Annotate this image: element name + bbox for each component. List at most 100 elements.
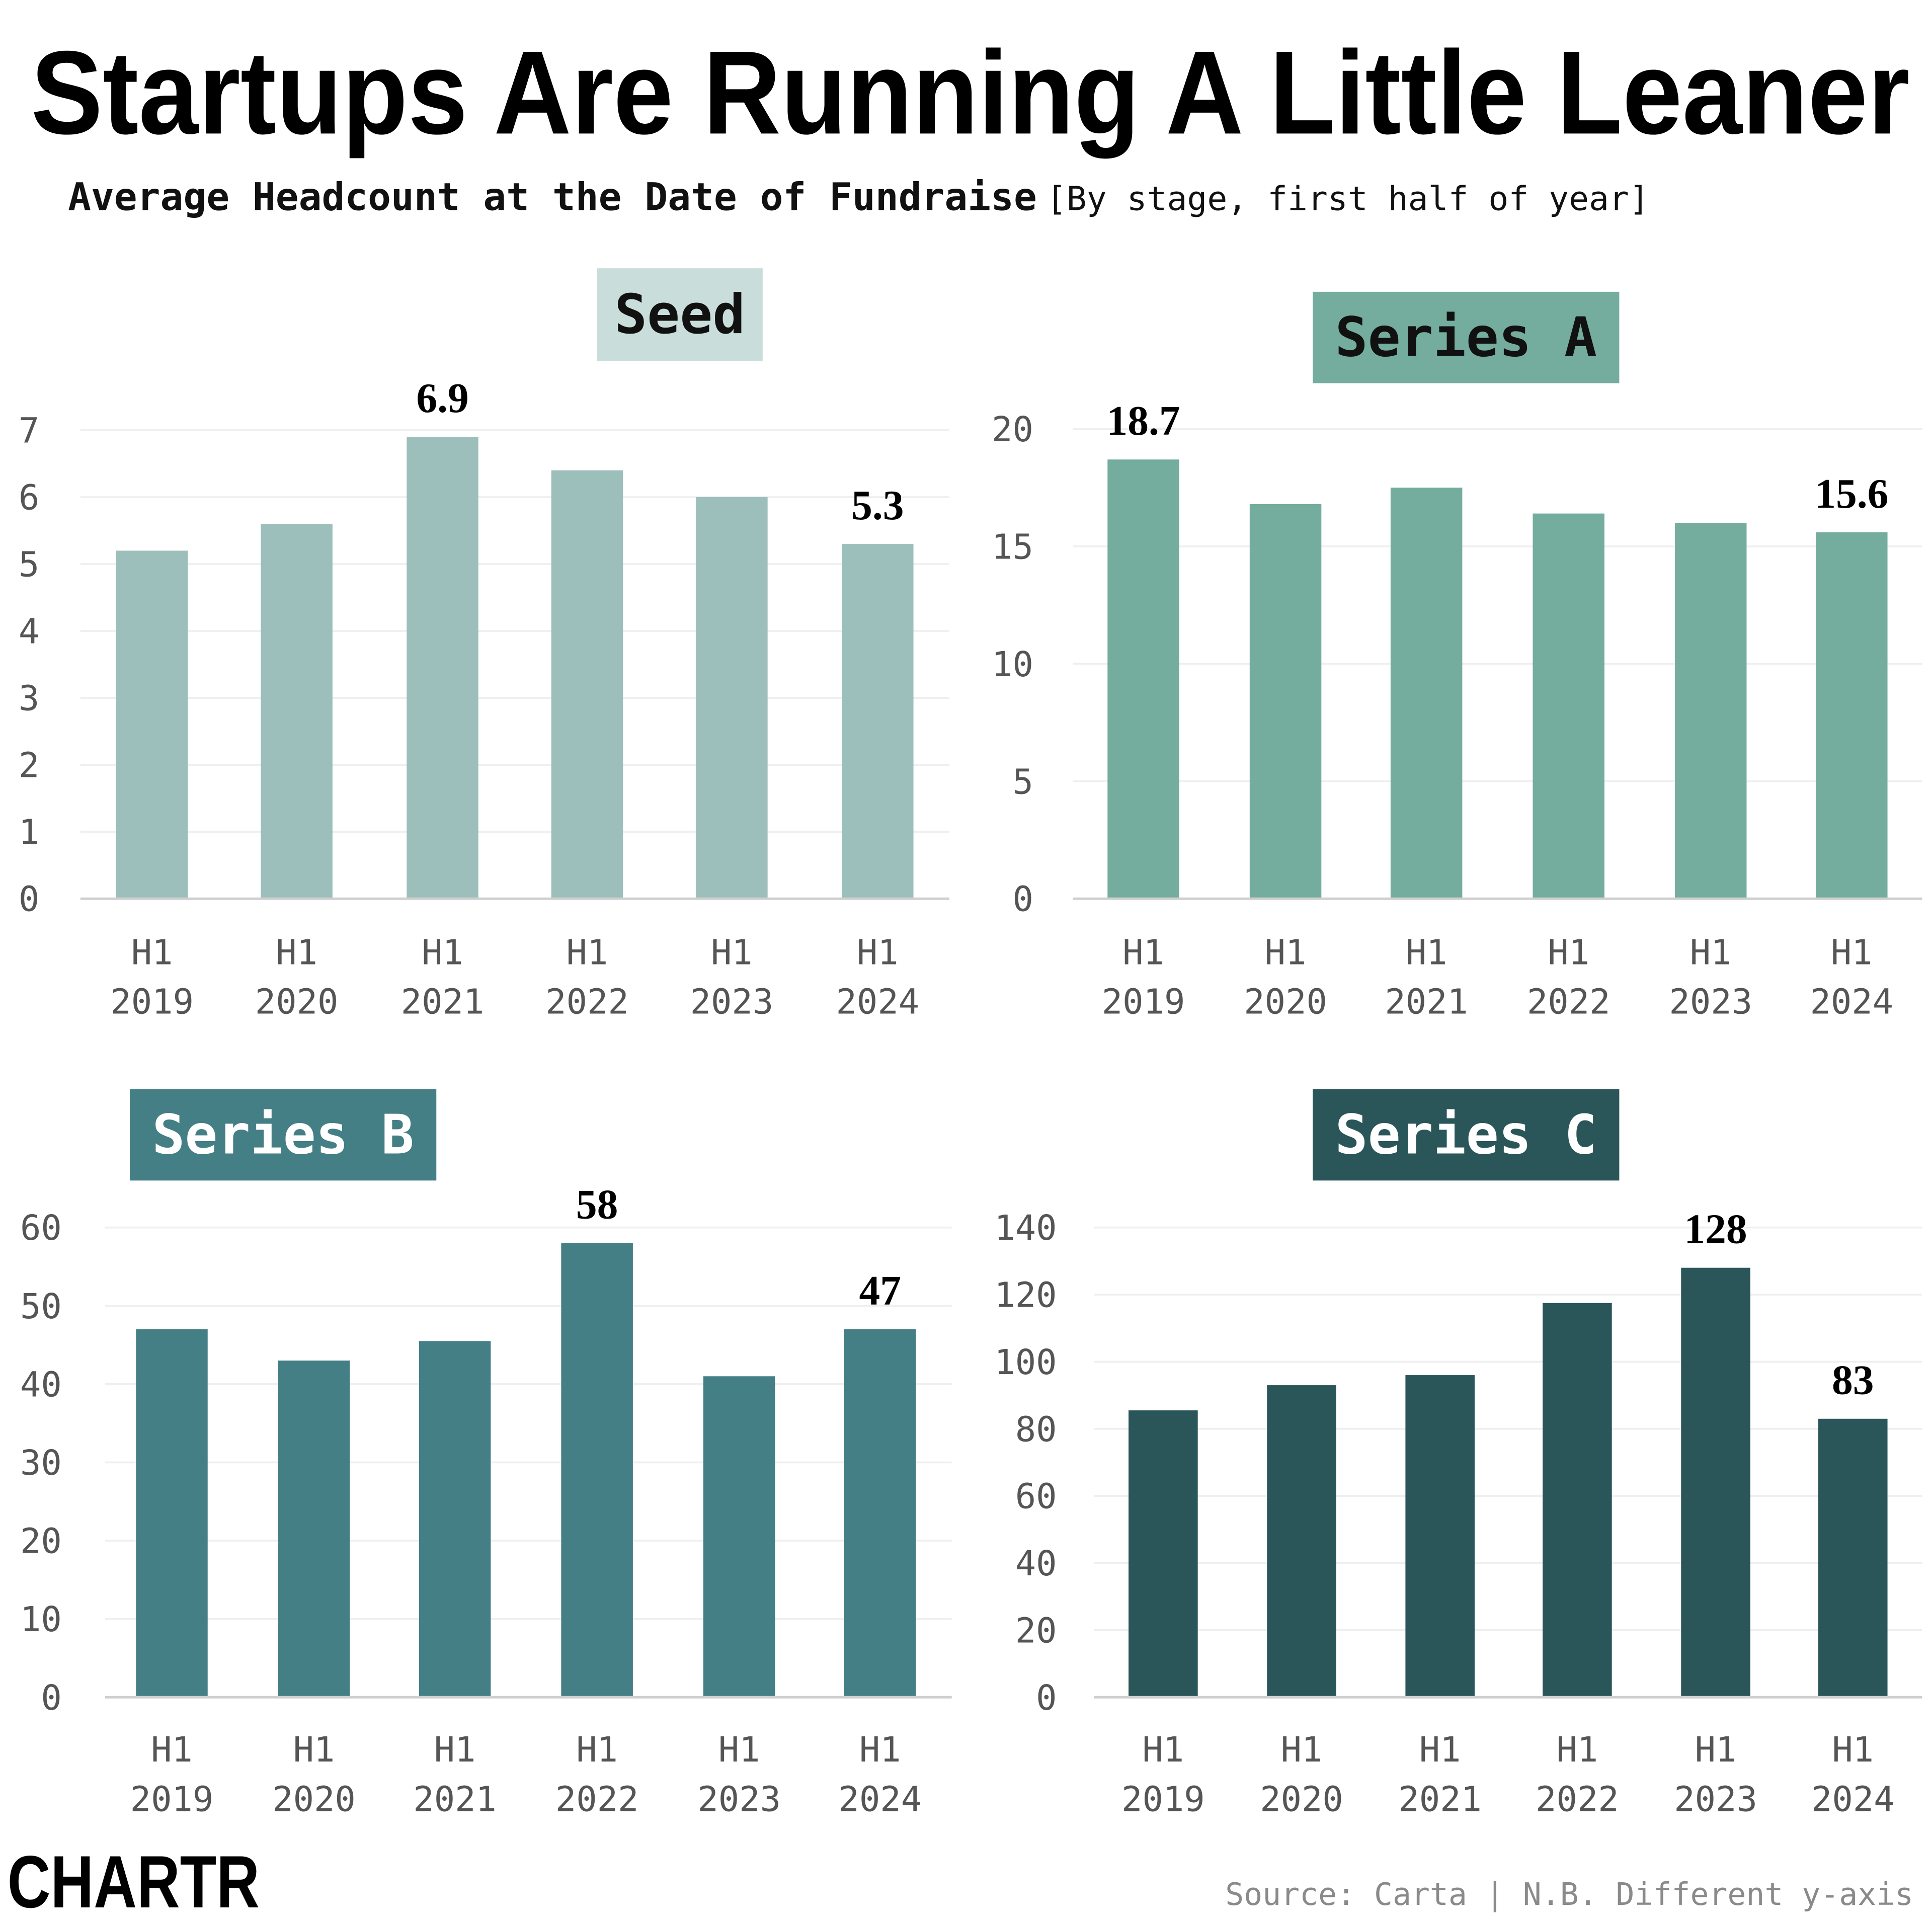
x-tick-label-period: H1	[293, 1730, 335, 1770]
y-tick-label: 50	[20, 1287, 62, 1327]
x-tick-label-year: 2023	[1669, 982, 1752, 1022]
subtitle-note: [By stage, first half of year]	[1046, 179, 1649, 218]
panel-seed: Seed 0 1 2 3 4 5 6 7 H1 2019 H1 2020 H1 2021 6.9 H1 2022 H…	[19, 268, 949, 1022]
bar-h1-2021	[419, 1341, 491, 1698]
panel-title: Seed	[614, 283, 745, 346]
x-tick-label-period: H1	[131, 932, 173, 973]
y-tick-label: 10	[20, 1599, 62, 1640]
x-tick-label-year: 2020	[255, 982, 339, 1022]
y-tick-label: 4	[19, 612, 39, 652]
bar-h1-2022	[1533, 513, 1604, 899]
y-tick-label: 120	[994, 1275, 1057, 1316]
bar-h1-2020	[1267, 1385, 1336, 1698]
x-tick-label-year: 2021	[1385, 982, 1468, 1022]
y-tick-label: 3	[19, 679, 39, 719]
x-tick-label-period: H1	[1548, 932, 1589, 973]
y-tick-label: 40	[1015, 1544, 1057, 1584]
x-tick-label-period: H1	[434, 1730, 476, 1770]
bar-h1-2022	[551, 470, 623, 899]
x-tick-label-period: H1	[1832, 1730, 1874, 1770]
panel-title: Series C	[1335, 1103, 1597, 1166]
chartr-logo: CHARTR	[8, 1841, 260, 1921]
x-tick-label-period: H1	[1406, 932, 1447, 973]
bar-h1-2023	[703, 1376, 775, 1698]
y-tick-label: 140	[994, 1208, 1057, 1248]
chart-title: Startups Are Running A Little Leaner	[31, 26, 1909, 158]
x-tick-label-period: H1	[1695, 1730, 1737, 1770]
x-tick-label-period: H1	[718, 1730, 760, 1770]
y-tick-label: 5	[1012, 762, 1033, 802]
y-tick-label: 0	[1036, 1678, 1057, 1718]
subtitle-main: Average Headcount at the Date of Fundrai…	[68, 175, 1037, 219]
bar-h1-2020	[261, 524, 333, 899]
y-tick-label: 1	[19, 813, 39, 853]
y-tick-label: 40	[20, 1365, 62, 1405]
bar-h1-2024	[1818, 1418, 1888, 1698]
y-tick-label: 15	[992, 527, 1033, 568]
panel-title-bg	[129, 1089, 437, 1181]
bar-h1-2022	[1543, 1303, 1612, 1698]
x-tick-label-year: 2024	[1810, 982, 1893, 1022]
y-tick-label: 7	[19, 411, 39, 451]
y-tick-label: 30	[20, 1443, 62, 1483]
x-tick-label-year: 2021	[413, 1779, 497, 1819]
x-tick-label-period: H1	[711, 932, 753, 973]
x-tick-label-year: 2020	[1244, 982, 1327, 1022]
y-tick-label: 20	[992, 410, 1033, 450]
data-label: 5.3	[851, 483, 904, 529]
x-tick-label-period: H1	[1142, 1730, 1184, 1770]
x-tick-label-period: H1	[422, 932, 463, 973]
panel-title-bg	[1313, 1089, 1620, 1181]
data-label: 18.7	[1106, 398, 1180, 444]
x-tick-label-year: 2022	[555, 1779, 639, 1819]
source-note: Source: Carta | N.B. Different y-axis	[1225, 1877, 1913, 1913]
bar-h1-2024	[842, 544, 914, 899]
y-tick-label: 5	[19, 545, 39, 585]
y-tick-label: 2	[19, 746, 39, 786]
y-tick-label: 80	[1015, 1409, 1057, 1450]
x-tick-label-year: 2020	[272, 1779, 356, 1819]
bar-h1-2023	[1681, 1267, 1750, 1698]
panel-title: Series B	[152, 1103, 414, 1166]
bar-h1-2020	[278, 1360, 350, 1698]
x-tick-label-year: 2022	[545, 982, 629, 1022]
y-tick-label: 0	[1012, 879, 1033, 920]
panel-series-c: Series C 0 20 40 60 80 100 120 140 H1 2019 H1 2020 H1…	[994, 1089, 1922, 1819]
x-tick-label-period: H1	[276, 932, 317, 973]
panel-series-a: Series A 0 5 10 15 20 H1 2019 18.7 H1 2020 H1 2021 H1…	[992, 291, 1922, 1022]
x-tick-label-year: 2019	[1121, 1779, 1205, 1819]
data-label: 83	[1832, 1357, 1874, 1404]
bar-h1-2020	[1249, 504, 1322, 899]
x-tick-label-period: H1	[857, 932, 899, 973]
bar-h1-2023	[1674, 523, 1747, 899]
bar-h1-2022	[561, 1243, 633, 1698]
x-tick-label-year: 2024	[1811, 1779, 1895, 1819]
bar-h1-2021	[1405, 1375, 1475, 1698]
data-label: 58	[576, 1182, 618, 1228]
x-tick-label-period: H1	[1281, 1730, 1323, 1770]
bar-h1-2021	[407, 437, 478, 899]
x-tick-label-period: H1	[1831, 932, 1873, 973]
y-tick-label: 100	[994, 1342, 1057, 1383]
chart-subtitle: Average Headcount at the Date of Fundrai…	[68, 175, 1649, 219]
x-tick-label-year: 2019	[110, 982, 194, 1022]
x-tick-label-period: H1	[567, 932, 608, 973]
panel-title: Series A	[1335, 306, 1597, 369]
data-label: 15.6	[1815, 471, 1888, 517]
x-tick-label-year: 2019	[130, 1779, 214, 1819]
x-tick-label-period: H1	[1556, 1730, 1598, 1770]
data-label: 47	[859, 1268, 901, 1314]
panel-title-bg	[597, 268, 763, 361]
bar-h1-2023	[696, 497, 768, 899]
x-tick-label-period: H1	[1690, 932, 1732, 973]
y-tick-label: 60	[20, 1208, 62, 1248]
x-tick-label-year: 2019	[1102, 982, 1185, 1022]
y-tick-label: 60	[1015, 1477, 1057, 1517]
y-tick-label: 10	[992, 645, 1033, 685]
x-tick-label-year: 2022	[1527, 982, 1611, 1022]
y-tick-label: 0	[19, 879, 39, 920]
x-tick-label-year: 2024	[838, 1779, 922, 1819]
bar-h1-2019	[116, 550, 188, 899]
x-tick-label-year: 2022	[1536, 1779, 1619, 1819]
y-tick-label: 6	[19, 478, 39, 518]
